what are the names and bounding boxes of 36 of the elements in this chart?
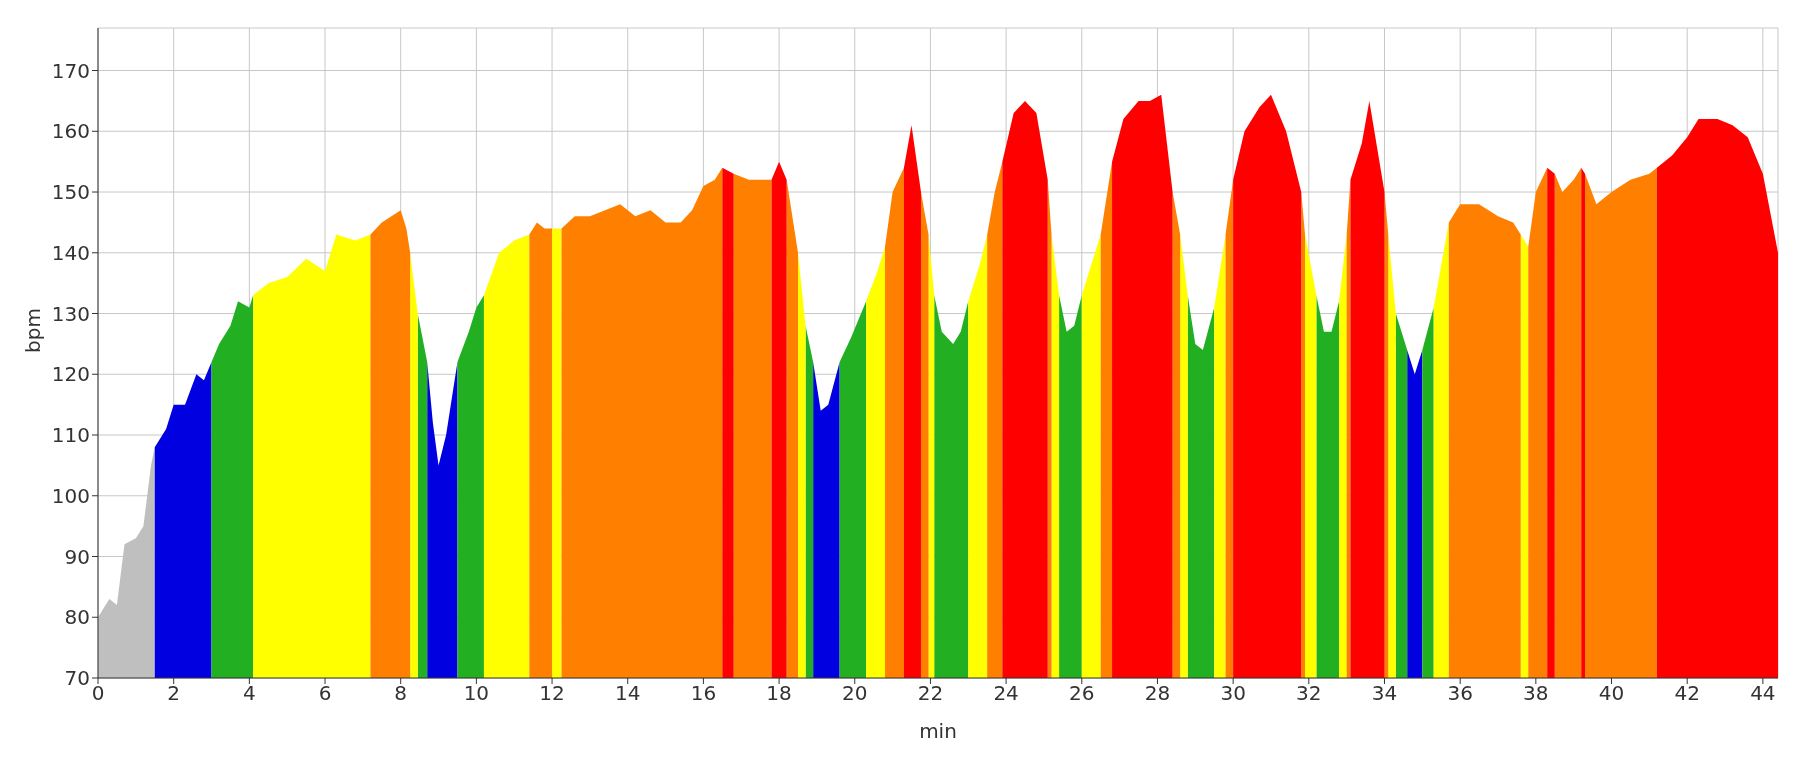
- y-tick-label: 160: [51, 119, 90, 144]
- x-tick-label: 44: [1750, 681, 1776, 706]
- x-tick-label: 38: [1523, 681, 1549, 706]
- y-tick-label: 120: [51, 362, 90, 387]
- y-axis-title: bpm: [21, 308, 46, 353]
- y-tick-label: 90: [64, 544, 90, 569]
- x-tick-label: 20: [842, 681, 868, 706]
- y-tick-label: 80: [64, 605, 90, 630]
- x-tick-label: 8: [394, 681, 408, 706]
- x-tick-label: 26: [1069, 681, 1095, 706]
- y-tick-label: 130: [51, 301, 90, 326]
- x-tick-label: 14: [615, 681, 641, 706]
- y-tick-label: 140: [51, 240, 90, 265]
- x-tick-label: 22: [917, 681, 944, 706]
- x-tick-label: 24: [993, 681, 1019, 706]
- x-tick-label: 36: [1447, 681, 1473, 706]
- y-tick-label: 100: [51, 483, 90, 508]
- x-tick-label: 40: [1598, 681, 1625, 706]
- x-tick-label: 28: [1144, 681, 1171, 706]
- y-tick-label: 70: [64, 666, 90, 691]
- y-tick-label: 110: [51, 423, 90, 448]
- y-tick-label: 150: [51, 180, 90, 205]
- x-tick-label: 0: [91, 681, 105, 706]
- x-axis-title: min: [919, 719, 957, 743]
- y-tick-label: 170: [51, 58, 90, 83]
- x-tick-label: 18: [766, 681, 792, 706]
- x-tick-label: 10: [463, 681, 490, 706]
- x-tick-label: 34: [1371, 681, 1398, 706]
- x-tick-label: 6: [318, 681, 332, 706]
- x-tick-label: 32: [1296, 681, 1322, 706]
- x-tick-label: 12: [539, 681, 565, 706]
- x-tick-label: 4: [242, 681, 256, 706]
- x-tick-label: 30: [1220, 681, 1246, 706]
- x-tick-label: 16: [690, 681, 717, 706]
- x-tick-label: 42: [1674, 681, 1700, 706]
- x-tick-label: 2: [167, 681, 181, 706]
